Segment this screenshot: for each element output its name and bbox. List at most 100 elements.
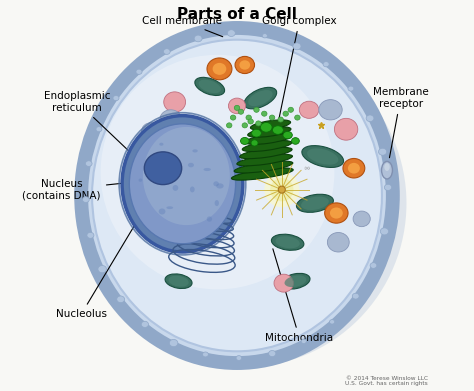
Ellipse shape bbox=[159, 208, 165, 215]
Ellipse shape bbox=[353, 211, 370, 227]
Ellipse shape bbox=[343, 158, 365, 178]
Text: Nucleolus: Nucleolus bbox=[55, 180, 162, 319]
Ellipse shape bbox=[92, 40, 382, 351]
Ellipse shape bbox=[138, 178, 142, 182]
Ellipse shape bbox=[203, 168, 211, 171]
Ellipse shape bbox=[242, 140, 292, 151]
Ellipse shape bbox=[215, 200, 219, 206]
Ellipse shape bbox=[269, 115, 275, 120]
Ellipse shape bbox=[348, 163, 360, 174]
Ellipse shape bbox=[248, 127, 291, 137]
Ellipse shape bbox=[300, 101, 319, 118]
Ellipse shape bbox=[96, 127, 102, 132]
Ellipse shape bbox=[159, 143, 164, 146]
Ellipse shape bbox=[302, 145, 344, 167]
Ellipse shape bbox=[244, 87, 277, 109]
Ellipse shape bbox=[384, 184, 392, 190]
Ellipse shape bbox=[246, 115, 251, 120]
Ellipse shape bbox=[235, 56, 255, 74]
Text: Cell membrane: Cell membrane bbox=[143, 16, 223, 37]
Ellipse shape bbox=[213, 63, 226, 75]
Ellipse shape bbox=[252, 129, 261, 137]
Ellipse shape bbox=[164, 92, 186, 112]
Ellipse shape bbox=[236, 355, 242, 361]
Ellipse shape bbox=[296, 194, 333, 212]
Ellipse shape bbox=[366, 115, 374, 122]
Ellipse shape bbox=[275, 236, 300, 248]
Ellipse shape bbox=[262, 34, 267, 38]
Ellipse shape bbox=[129, 124, 236, 244]
Ellipse shape bbox=[140, 182, 163, 193]
Ellipse shape bbox=[250, 120, 291, 130]
Text: Parts of a Cell: Parts of a Cell bbox=[177, 7, 297, 22]
Ellipse shape bbox=[292, 138, 300, 144]
Ellipse shape bbox=[85, 161, 92, 167]
Ellipse shape bbox=[270, 178, 293, 201]
Ellipse shape bbox=[190, 187, 195, 192]
Ellipse shape bbox=[262, 111, 267, 116]
Ellipse shape bbox=[228, 98, 246, 114]
Ellipse shape bbox=[216, 183, 224, 188]
Ellipse shape bbox=[117, 296, 125, 303]
Ellipse shape bbox=[164, 49, 170, 54]
Ellipse shape bbox=[228, 30, 235, 36]
Ellipse shape bbox=[151, 156, 159, 161]
Ellipse shape bbox=[255, 121, 261, 126]
Ellipse shape bbox=[202, 352, 209, 357]
Ellipse shape bbox=[213, 181, 219, 186]
Ellipse shape bbox=[274, 274, 293, 292]
Ellipse shape bbox=[245, 134, 292, 144]
Ellipse shape bbox=[137, 169, 150, 179]
Ellipse shape bbox=[239, 147, 292, 159]
Ellipse shape bbox=[82, 197, 89, 203]
Ellipse shape bbox=[169, 339, 178, 347]
Ellipse shape bbox=[144, 152, 182, 185]
Ellipse shape bbox=[240, 138, 249, 144]
Ellipse shape bbox=[293, 43, 301, 50]
Ellipse shape bbox=[136, 69, 142, 74]
Ellipse shape bbox=[323, 62, 329, 67]
Ellipse shape bbox=[100, 55, 334, 289]
Ellipse shape bbox=[319, 100, 342, 120]
Ellipse shape bbox=[137, 180, 166, 195]
Ellipse shape bbox=[207, 58, 232, 80]
Ellipse shape bbox=[283, 131, 292, 139]
Text: © 2014 Terese Winslow LLC
U.S. Govt. has certain rights: © 2014 Terese Winslow LLC U.S. Govt. has… bbox=[345, 376, 428, 386]
Ellipse shape bbox=[269, 350, 276, 357]
Ellipse shape bbox=[192, 149, 198, 152]
Ellipse shape bbox=[330, 208, 343, 219]
Ellipse shape bbox=[325, 203, 348, 223]
Ellipse shape bbox=[81, 28, 393, 363]
Ellipse shape bbox=[295, 115, 300, 120]
Ellipse shape bbox=[173, 185, 178, 191]
Ellipse shape bbox=[278, 186, 285, 193]
Ellipse shape bbox=[149, 173, 155, 177]
Ellipse shape bbox=[254, 107, 259, 112]
Ellipse shape bbox=[272, 234, 304, 250]
Ellipse shape bbox=[264, 172, 300, 207]
Ellipse shape bbox=[329, 319, 335, 324]
Ellipse shape bbox=[283, 111, 288, 116]
Ellipse shape bbox=[79, 39, 407, 368]
Ellipse shape bbox=[380, 228, 389, 235]
Ellipse shape bbox=[378, 148, 387, 155]
Ellipse shape bbox=[281, 273, 310, 289]
Ellipse shape bbox=[284, 275, 306, 287]
Ellipse shape bbox=[352, 293, 359, 299]
Ellipse shape bbox=[143, 127, 230, 225]
Ellipse shape bbox=[307, 148, 338, 165]
Ellipse shape bbox=[301, 339, 306, 344]
Ellipse shape bbox=[248, 90, 273, 106]
Ellipse shape bbox=[141, 321, 148, 327]
Ellipse shape bbox=[251, 140, 258, 146]
Ellipse shape bbox=[239, 60, 250, 70]
Ellipse shape bbox=[370, 263, 377, 268]
Ellipse shape bbox=[384, 163, 390, 171]
Ellipse shape bbox=[199, 80, 221, 93]
Ellipse shape bbox=[260, 122, 272, 132]
Text: Membrane
receptor: Membrane receptor bbox=[373, 87, 428, 158]
Ellipse shape bbox=[248, 119, 254, 124]
Ellipse shape bbox=[98, 265, 107, 273]
Ellipse shape bbox=[230, 115, 236, 120]
Text: Mitochondria: Mitochondria bbox=[265, 249, 333, 343]
